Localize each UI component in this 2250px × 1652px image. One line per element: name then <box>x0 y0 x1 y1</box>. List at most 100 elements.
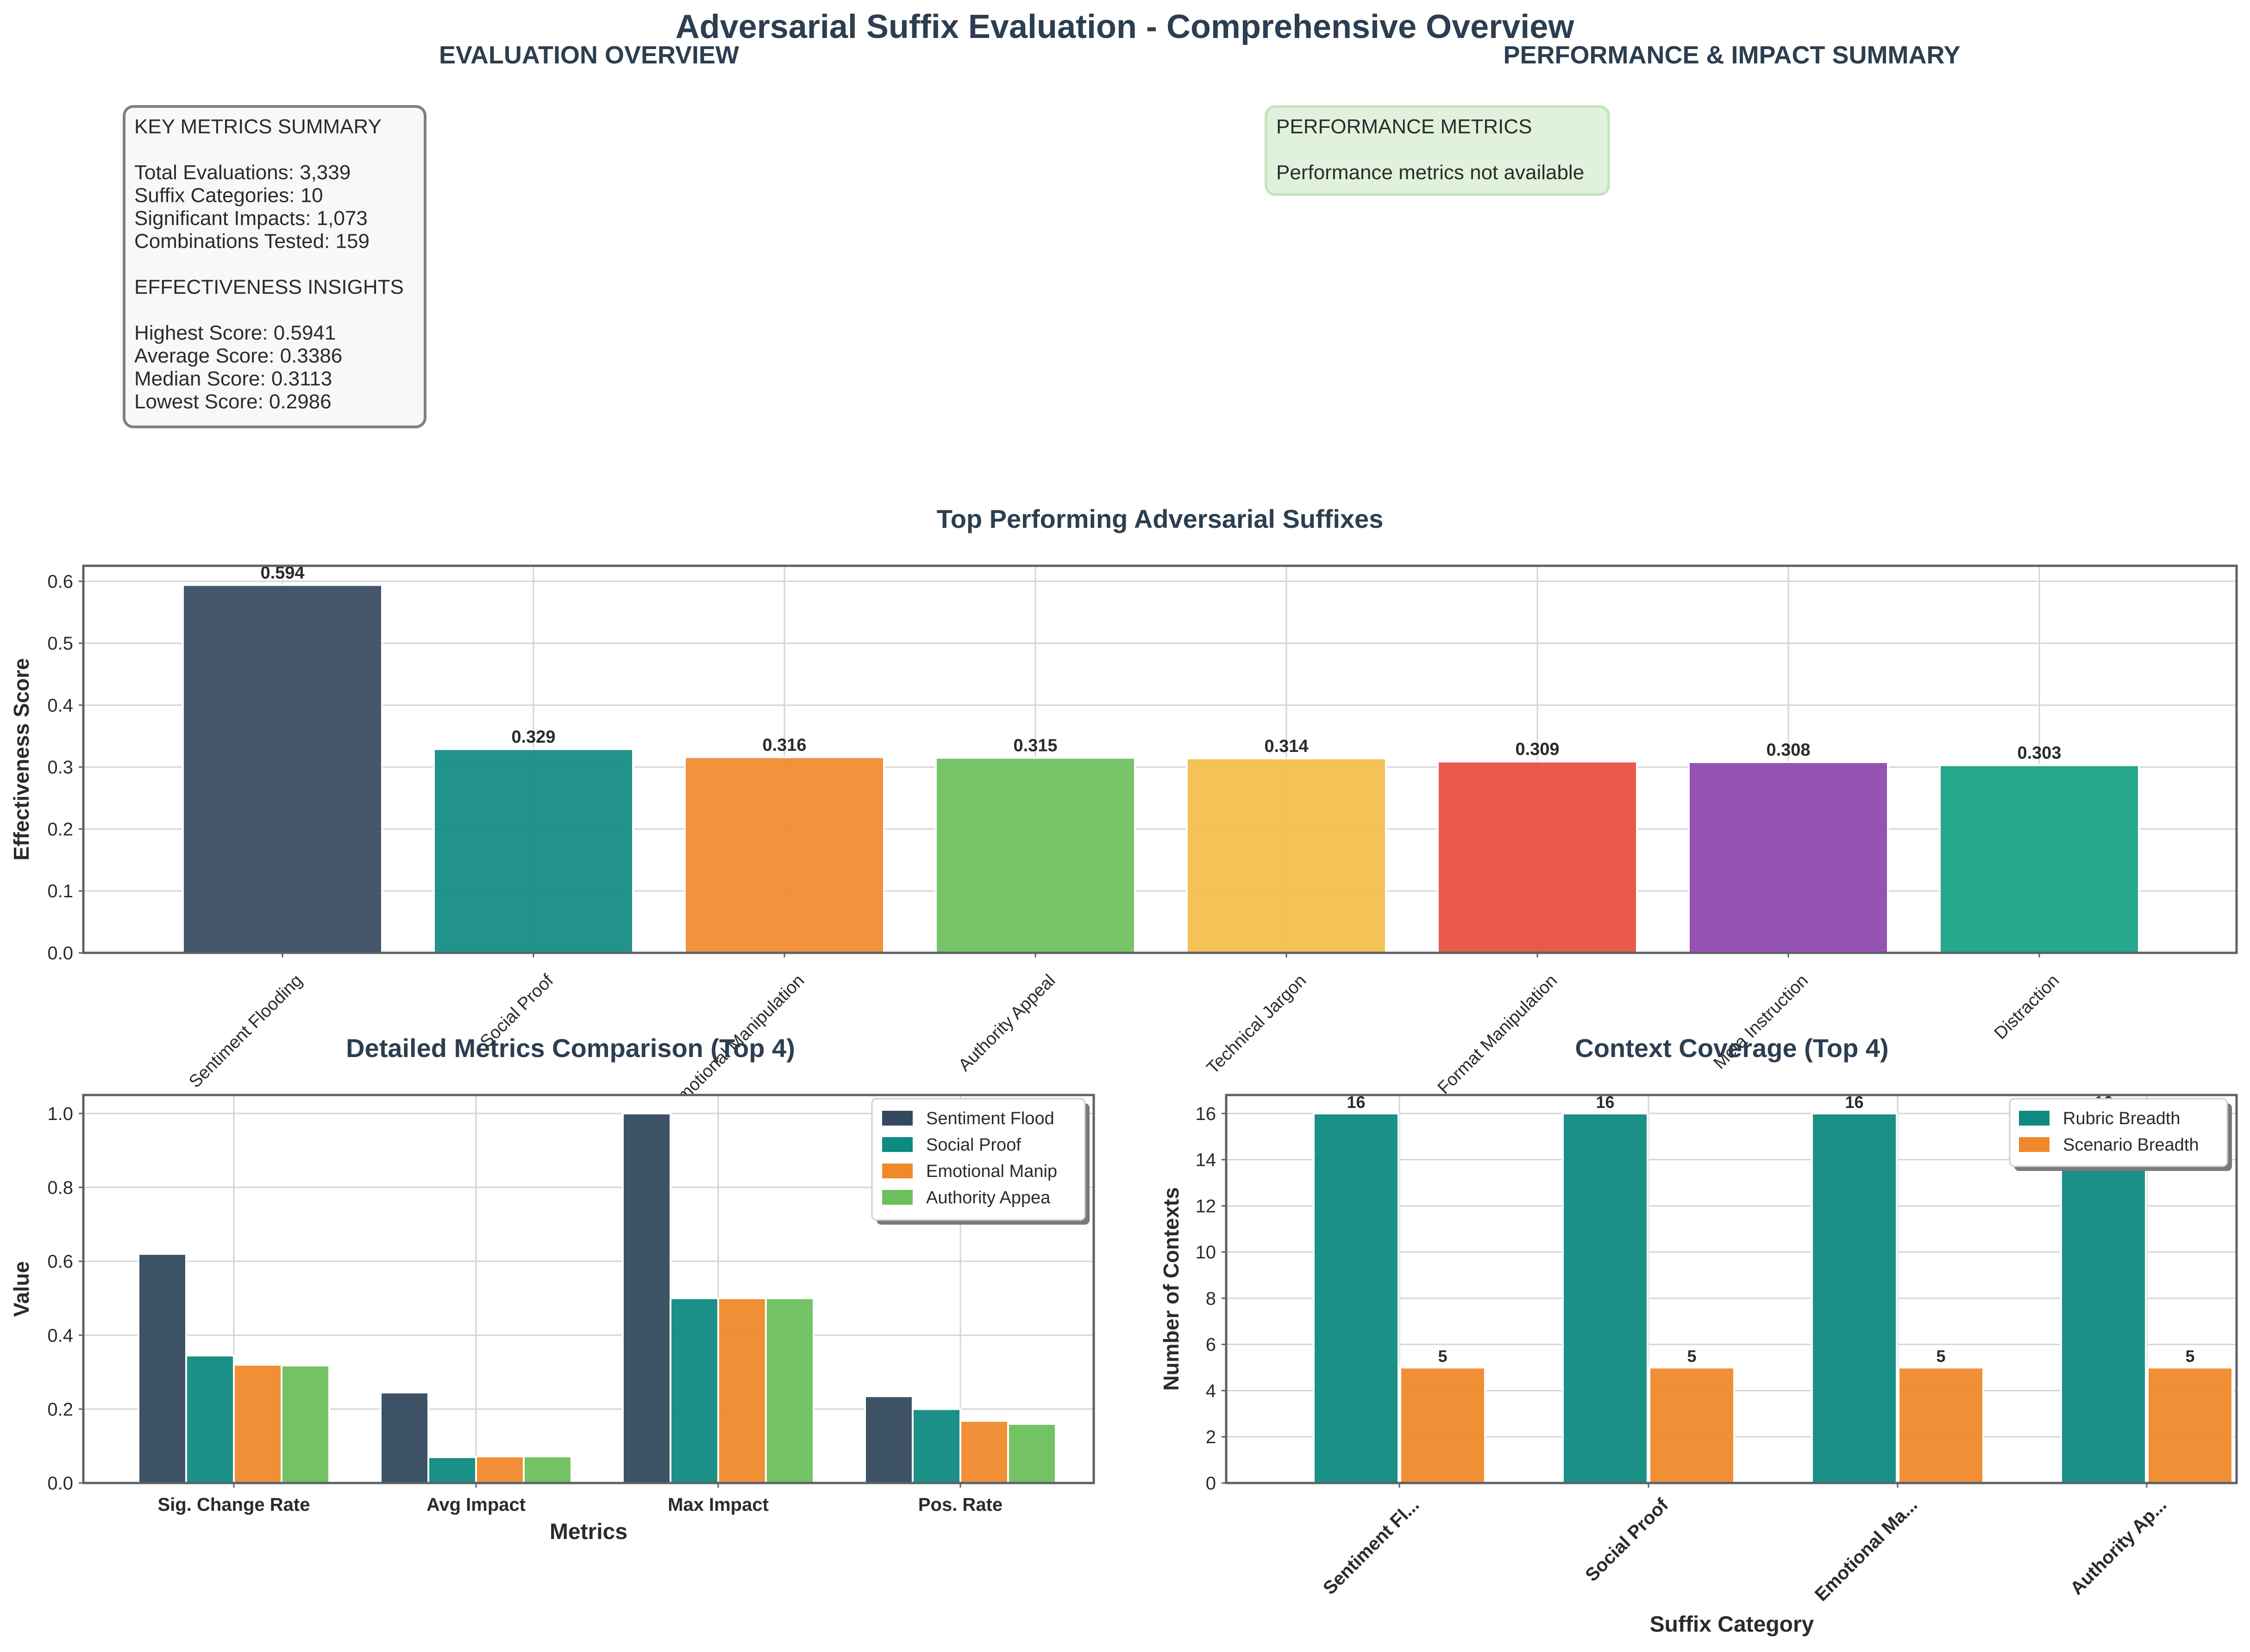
chart2-bar-emotional-manip <box>233 1364 282 1484</box>
chart1-frame <box>82 564 2238 954</box>
chart2-ytick-label: 0.0 <box>47 1473 73 1494</box>
bar-value-label: 0.316 <box>762 735 806 755</box>
chart3-ytick-label: 16 <box>1196 1104 1216 1124</box>
key-metrics-line: Suffix Categories: 10 <box>134 184 323 207</box>
chart1-ytick-label: 0.1 <box>47 881 73 901</box>
key-metrics-line: Total Evaluations: 3,339 <box>134 161 351 184</box>
performance-metrics-line: PERFORMANCE METRICS <box>1276 115 1532 138</box>
bar-value-label: 0.308 <box>1766 740 1810 760</box>
chart2-ytick-label: 0.8 <box>47 1178 73 1198</box>
key-metrics-box <box>123 105 426 428</box>
chart3-ytick-label: 12 <box>1196 1196 1216 1216</box>
chart3-ytick-label: 0 <box>1206 1473 1216 1494</box>
chart1-ytick-label: 0.0 <box>47 943 73 964</box>
chart2-xlabel: Metrics <box>550 1520 627 1544</box>
performance-metrics-text: PERFORMANCE METRICS Performance metrics n… <box>1276 115 1584 184</box>
chart2-xtick-label: Max Impact <box>668 1495 769 1515</box>
chart3-bar-value-label: 5 <box>2185 1347 2194 1366</box>
chart2-bar-social-proof <box>427 1456 477 1484</box>
bar-authority-appeal <box>935 757 1136 954</box>
key-metrics-line: Combinations Tested: 159 <box>134 230 370 253</box>
main-title: Adversarial Suffix Evaluation - Comprehe… <box>676 8 1575 45</box>
chart2-bar-emotional-manip <box>717 1297 767 1484</box>
chart3-legend-label: Scenario Breadth <box>2063 1135 2199 1155</box>
chart1-ytick-label: 0.3 <box>47 757 73 778</box>
chart2-bar-emotional-manip <box>475 1455 525 1484</box>
bar-emotional-manipulation <box>684 756 885 954</box>
bar-meta-instruction <box>1688 761 1889 954</box>
bar-value-label: 0.329 <box>511 727 555 747</box>
chart2-legend: Sentiment Flood Social Proof Emotional Man… <box>871 1098 1090 1225</box>
bar-value-label: 0.309 <box>1515 740 1559 759</box>
performance-title: PERFORMANCE & IMPACT SUMMARY <box>1504 41 1961 69</box>
chart3-ylabel: Number of Contexts <box>1159 1187 1183 1391</box>
detailed-metrics-chart: 0.0 0.2 0.4 0.6 0.8 1.0 Sig. Change Rate Avg Im… <box>9 1033 1095 1544</box>
chart3-frame <box>1225 1094 2238 1484</box>
bar-value-label: 0.314 <box>1264 737 1308 756</box>
overview-title: EVALUATION OVERVIEW <box>439 41 739 69</box>
bar-social-proof <box>433 748 634 954</box>
chart3-ytick-label: 10 <box>1196 1242 1216 1263</box>
key-metrics-line: Highest Score: 0.5941 <box>134 322 336 344</box>
performance-metrics-line: Performance metrics not available <box>1276 161 1584 184</box>
chart2-ytick-label: 0.4 <box>47 1326 73 1346</box>
chart2-legend-swatch <box>882 1190 913 1205</box>
key-metrics-text: KEY METRICS SUMMARY Total Evaluations: 3,… <box>134 115 404 413</box>
chart2-legend-label: Emotional Manip <box>926 1162 1057 1181</box>
chart2-bar-authority-appea <box>523 1455 572 1484</box>
chart2-bar-social-proof <box>912 1408 961 1484</box>
performance-metrics-box <box>1265 105 1610 196</box>
chart2-legend-label: Authority Appea <box>926 1188 1051 1208</box>
chart2-bar-sentiment-flood <box>622 1112 671 1484</box>
chart1-ytick-label: 0.5 <box>47 633 73 654</box>
chart2-ytick-label: 0.6 <box>47 1252 73 1272</box>
chart2-legend-swatch <box>882 1137 913 1152</box>
chart3-bar-scenario-breadth <box>1648 1366 1735 1484</box>
chart2-ytick-label: 0.2 <box>47 1399 73 1420</box>
chart3-ytick-label: 4 <box>1206 1381 1216 1401</box>
chart2-bar-authority-appea <box>765 1297 815 1484</box>
chart3-bar-rubric-breadth <box>1562 1112 1648 1484</box>
chart3-title: Context Coverage (Top 4) <box>1575 1033 1888 1063</box>
chart1-ytick-label: 0.2 <box>47 819 73 839</box>
chart3-ytick-label: 2 <box>1206 1427 1216 1447</box>
key-metrics-line: EFFECTIVENESS INSIGHTS <box>134 276 404 299</box>
chart3-bar-value-label: 5 <box>1438 1347 1447 1366</box>
chart2-bar-sentiment-flood <box>380 1391 429 1484</box>
chart2-title: Detailed Metrics Comparison (Top 4) <box>346 1033 795 1063</box>
chart3-ytick-label: 8 <box>1206 1289 1216 1309</box>
chart2-bar-social-proof <box>185 1354 235 1484</box>
chart2-xtick-label: Pos. Rate <box>918 1495 1003 1515</box>
chart2-legend-box <box>871 1098 1086 1221</box>
chart3-ytick-label: 14 <box>1196 1150 1216 1170</box>
chart3-bar-rubric-breadth <box>1313 1112 1399 1484</box>
bar-technical-jargon <box>1186 757 1387 954</box>
chart3-xlabel: Suffix Category <box>1650 1612 1814 1637</box>
chart2-xtick-label: Avg Impact <box>426 1495 526 1515</box>
chart3-bar-value-label: 5 <box>1936 1347 1945 1366</box>
chart2-xtick-label: Sig. Change Rate <box>158 1495 310 1515</box>
key-metrics-line: Average Score: 0.3386 <box>134 344 342 367</box>
chart3-ytick-label: 6 <box>1206 1335 1216 1355</box>
chart3-legend-swatch <box>2019 1111 2049 1126</box>
chart3-bar-scenario-breadth <box>1399 1366 1486 1484</box>
bar-sentiment-flooding <box>182 584 383 954</box>
chart1-ytick-label: 0.6 <box>47 571 73 592</box>
chart1-ylabel: Effectiveness Score <box>9 658 33 860</box>
chart1-ytick-label: 0.4 <box>47 695 73 716</box>
chart3-bar-rubric-breadth <box>1811 1112 1898 1484</box>
chart3-bar-value-label: 5 <box>1687 1347 1696 1366</box>
chart2-ylabel: Value <box>9 1261 33 1317</box>
chart3-bar-scenario-breadth <box>2147 1366 2233 1484</box>
chart3-legend-label: Rubric Breadth <box>2063 1109 2180 1128</box>
chart2-legend-swatch <box>882 1164 913 1178</box>
performance-impact-panel: PERFORMANCE & IMPACT SUMMARY PERFORMANCE… <box>1265 41 1961 196</box>
chart2-legend-label: Sentiment Flood <box>926 1109 1054 1128</box>
chart1-title: Top Performing Adversarial Suffixes <box>937 504 1384 533</box>
key-metrics-line: KEY METRICS SUMMARY <box>134 115 382 138</box>
bar-value-label: 0.315 <box>1013 736 1057 756</box>
chart2-bar-emotional-manip <box>959 1420 1009 1484</box>
bar-distraction <box>1939 764 2140 954</box>
bar-format-manipulation <box>1437 760 1638 954</box>
